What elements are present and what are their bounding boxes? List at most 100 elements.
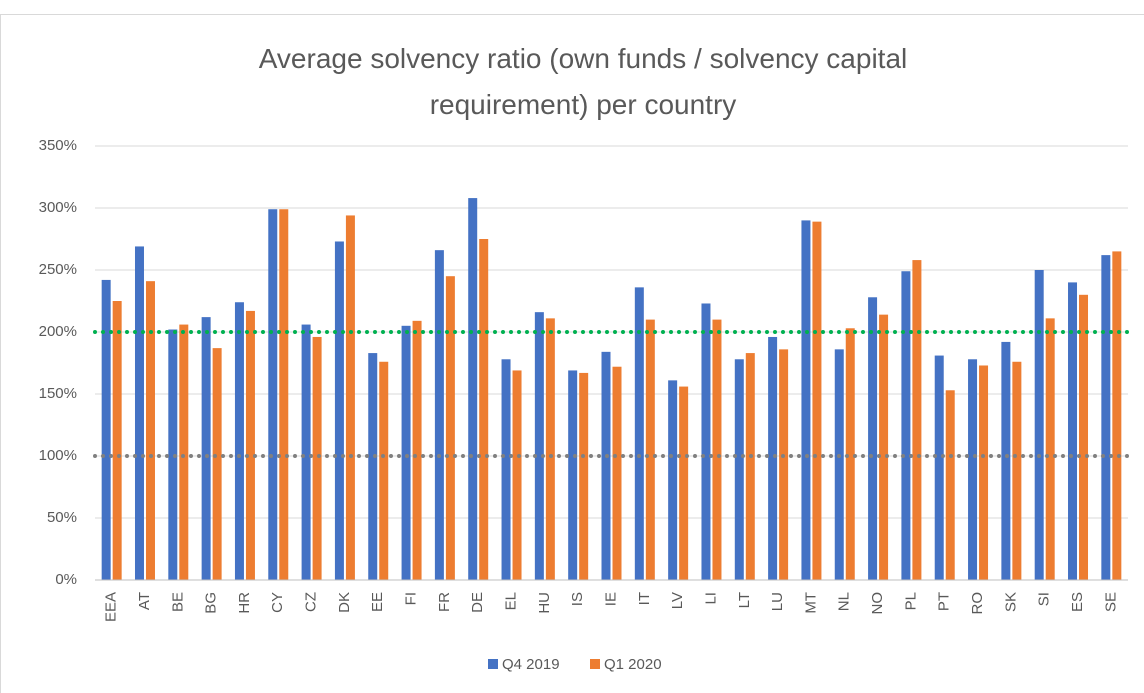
bar <box>312 336 322 580</box>
x-tick-label: MT <box>802 592 819 614</box>
bar <box>1001 341 1011 580</box>
bar <box>612 366 622 580</box>
bar <box>812 221 822 580</box>
bar <box>568 370 578 580</box>
x-tick-label: PT <box>936 592 953 611</box>
x-tick-label: SE <box>1102 592 1119 612</box>
x-tick-label: EEA <box>103 592 120 622</box>
bar <box>801 220 811 580</box>
x-tick-label: AT <box>136 592 153 610</box>
bar <box>679 386 689 580</box>
x-tick-label: LV <box>669 592 686 609</box>
x-tick-label: HR <box>236 592 253 614</box>
bar <box>168 329 178 580</box>
bar <box>1112 251 1122 580</box>
bar <box>1068 282 1078 580</box>
bar <box>212 348 222 580</box>
bar <box>534 312 544 580</box>
x-tick-label: LU <box>769 592 786 611</box>
x-tick-label: FR <box>436 592 453 612</box>
bar <box>945 390 955 580</box>
bar <box>734 359 744 580</box>
bar <box>634 287 644 580</box>
bar <box>845 328 855 580</box>
bar <box>579 372 589 580</box>
bar <box>334 241 344 581</box>
x-tick-label: SK <box>1002 592 1019 612</box>
x-tick-label: CY <box>269 592 286 613</box>
bar <box>179 324 189 580</box>
y-tick-label: 0% <box>55 571 77 588</box>
x-tick-label: DK <box>336 592 353 613</box>
x-tick-label: CZ <box>303 592 320 612</box>
bar <box>1012 361 1022 580</box>
x-tick-label: NL <box>836 592 853 611</box>
bar <box>234 302 244 580</box>
bar <box>879 314 889 580</box>
bar <box>368 353 378 580</box>
bar <box>701 303 711 580</box>
y-tick-label: 250% <box>39 261 77 278</box>
bar <box>1045 318 1055 580</box>
x-tick-label: PL <box>902 592 919 610</box>
bar <box>145 281 155 580</box>
bar <box>412 320 422 580</box>
bar <box>401 325 411 580</box>
bar <box>779 349 789 580</box>
bar <box>268 209 278 581</box>
bar <box>134 246 144 580</box>
y-tick-label: 350% <box>39 137 77 154</box>
bar <box>468 198 478 580</box>
bar <box>445 276 455 580</box>
chart-border <box>0 14 1144 693</box>
legend-swatch <box>590 659 600 669</box>
x-tick-label: BG <box>203 592 220 614</box>
bar <box>912 260 922 580</box>
bar <box>101 279 111 580</box>
x-tick-label: LI <box>702 592 719 605</box>
bar <box>301 324 311 580</box>
y-tick-label: 200% <box>39 323 77 340</box>
bar <box>901 271 911 580</box>
bar <box>1101 255 1111 580</box>
x-tick-label: IE <box>602 592 619 606</box>
bar <box>868 297 878 580</box>
y-tick-label: 100% <box>39 447 77 464</box>
x-tick-label: EL <box>503 592 520 610</box>
bar <box>545 318 555 580</box>
bar <box>345 215 355 580</box>
x-tick-label: FI <box>403 592 420 605</box>
bar <box>245 310 255 580</box>
chart-title: Average solvency ratio (own funds / solv… <box>258 43 908 120</box>
legend-label: Q1 2020 <box>604 656 662 673</box>
x-tick-label: IS <box>569 592 586 606</box>
bar <box>968 359 978 580</box>
y-tick-label: 300% <box>39 199 77 216</box>
bar <box>479 239 489 580</box>
bar <box>512 370 522 580</box>
bar <box>834 349 844 580</box>
y-tick-label: 50% <box>47 509 77 526</box>
y-tick-label: 150% <box>39 385 77 402</box>
bar <box>501 359 511 580</box>
x-tick-label: BE <box>169 592 186 612</box>
bar <box>934 355 944 580</box>
x-tick-label: IT <box>636 592 653 605</box>
bar <box>668 380 678 580</box>
x-tick-label: HU <box>536 592 553 614</box>
bar <box>768 336 778 580</box>
bar <box>1079 294 1089 580</box>
bar <box>379 361 389 580</box>
x-tick-label: EE <box>369 592 386 612</box>
x-tick-label: NO <box>869 592 886 615</box>
legend-label: Q4 2019 <box>502 656 560 673</box>
bar <box>601 351 611 580</box>
x-tick-label: DE <box>469 592 486 613</box>
legend-swatch <box>488 659 498 669</box>
x-tick-label: ES <box>1069 592 1086 612</box>
bar <box>112 301 122 580</box>
bar <box>645 319 655 580</box>
bar <box>745 353 755 580</box>
x-tick-label: RO <box>969 592 986 615</box>
